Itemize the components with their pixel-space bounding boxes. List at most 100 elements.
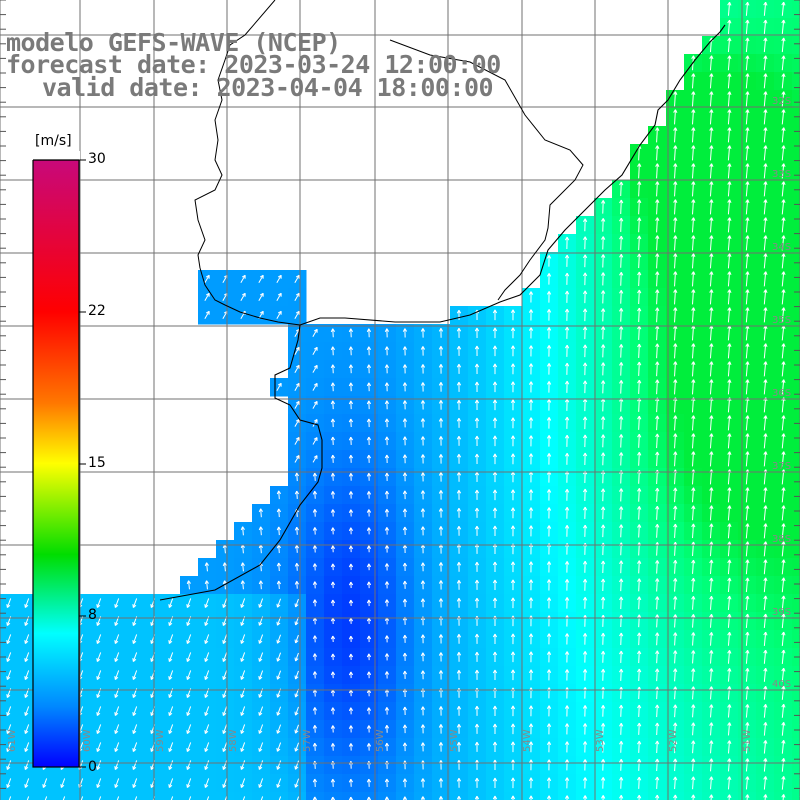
wind-arrow [546, 759, 552, 771]
wind-arrow [384, 527, 390, 535]
field-cell [198, 792, 217, 800]
wind-arrow [456, 795, 462, 800]
wind-arrow [709, 235, 714, 251]
wind-arrow [655, 758, 660, 771]
wind-arrow [655, 253, 660, 269]
field-cell [162, 792, 181, 800]
wind-arrow [619, 217, 624, 232]
wind-arrow [709, 740, 714, 754]
wind-arrow [528, 363, 534, 375]
wind-arrow [727, 577, 732, 593]
wind-arrow [601, 488, 606, 502]
wind-arrow [781, 379, 786, 395]
wind-arrow [673, 217, 678, 233]
wind-arrow [745, 758, 750, 772]
wind-arrow [745, 109, 750, 125]
wind-arrow [258, 778, 264, 788]
wind-arrow [637, 271, 642, 287]
wind-arrow [781, 667, 786, 682]
wind-arrow [727, 451, 732, 467]
wind-arrow [655, 433, 660, 449]
wind-arrow [745, 1, 750, 16]
wind-arrow [673, 704, 678, 718]
wind-arrow [24, 634, 30, 644]
wind-arrow [312, 742, 318, 751]
wind-arrow [564, 561, 570, 573]
wind-arrow [384, 418, 390, 428]
wind-arrow [673, 722, 678, 736]
wind-arrow [655, 794, 660, 800]
wind-arrow [330, 653, 336, 661]
wind-arrow [582, 597, 588, 609]
lat-label: 35S [772, 315, 791, 326]
wind-arrow [294, 670, 299, 680]
wind-arrow [186, 742, 192, 752]
wind-arrow [673, 776, 678, 790]
wind-arrow [691, 722, 696, 736]
wind-arrow [312, 707, 318, 715]
wind-arrow [204, 724, 210, 734]
wind-arrow [492, 345, 498, 357]
wind-arrow [619, 308, 624, 322]
wind-arrow [366, 725, 372, 733]
wind-arrow [456, 598, 462, 608]
wind-arrow [222, 562, 227, 572]
wind-arrow [222, 598, 228, 608]
wind-arrow [745, 559, 750, 575]
wind-arrow [132, 742, 138, 752]
wind-arrow [727, 289, 732, 305]
field-cell [342, 792, 361, 800]
wind-arrow [132, 652, 138, 662]
field-cell [432, 792, 451, 800]
field-cell [792, 774, 800, 793]
wind-arrow [258, 670, 264, 680]
wind-arrow [691, 307, 696, 323]
wind-arrow [637, 740, 642, 753]
lat-label: 34S [772, 242, 791, 253]
wind-arrow [763, 55, 768, 71]
field-cell [792, 198, 800, 217]
wind-arrow [384, 436, 390, 446]
wind-arrow [673, 109, 678, 125]
wind-arrow [366, 509, 372, 517]
wind-arrow [276, 292, 282, 302]
field-cell [792, 594, 800, 613]
wind-arrow [763, 631, 768, 646]
wind-arrow [456, 652, 462, 662]
wind-arrow [114, 724, 120, 734]
wind-arrow [655, 740, 660, 754]
wind-arrow [312, 545, 318, 553]
wind-arrow [62, 796, 66, 800]
wind-arrow [492, 435, 498, 447]
wind-arrow [528, 309, 534, 321]
wind-arrow [384, 599, 390, 607]
wind-arrow [546, 795, 552, 800]
wind-arrow [366, 599, 372, 607]
wind-arrow [384, 581, 390, 589]
wind-arrow [348, 346, 354, 356]
wind-arrow [204, 580, 209, 590]
wind-arrow [727, 523, 732, 539]
wind-arrow [781, 19, 786, 34]
lon-label: 55W [449, 729, 460, 752]
wind-arrow [763, 343, 768, 359]
wind-arrow [637, 794, 642, 800]
wind-arrow [637, 451, 642, 466]
wind-arrow [204, 670, 210, 680]
wind-arrow [637, 632, 642, 646]
wind-arrow [691, 559, 696, 574]
wind-arrow [456, 399, 462, 410]
wind-arrow [546, 363, 552, 375]
wind-arrow [258, 292, 264, 302]
colorbar-tick-8: 8 [88, 607, 97, 623]
wind-arrow [312, 563, 318, 571]
wind-arrow [420, 454, 426, 464]
wind-arrow [745, 740, 750, 754]
wind-arrow [727, 595, 732, 610]
wind-arrow [727, 722, 732, 736]
wind-arrow [420, 418, 426, 428]
wind-arrow [8, 796, 12, 800]
wind-arrow [655, 560, 660, 574]
wind-arrow [601, 272, 606, 286]
